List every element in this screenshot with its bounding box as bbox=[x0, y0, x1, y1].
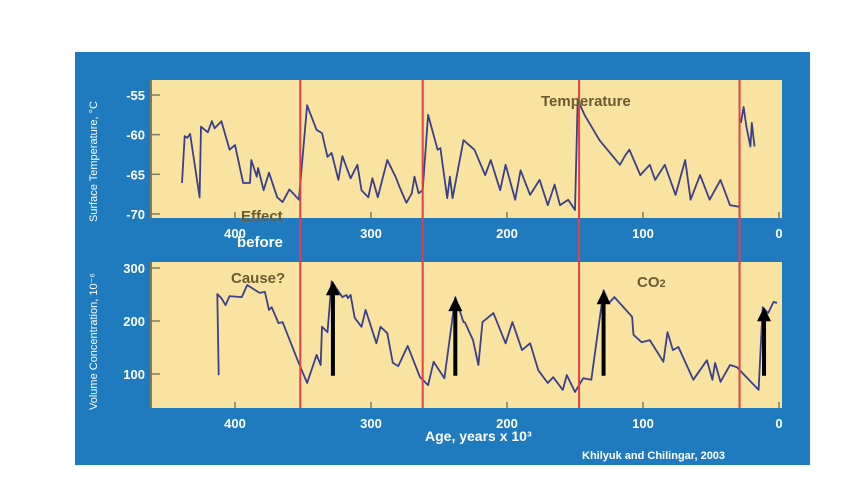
y-axis-label-co2: Volume Concentration, 10⁻⁶ bbox=[88, 273, 100, 410]
temperature-y-tick-label: -60 bbox=[126, 128, 145, 143]
co2-x-tick-label: 300 bbox=[360, 416, 382, 431]
co2-x-tick-label: 100 bbox=[632, 416, 654, 431]
temperature-annotation: Temperature bbox=[541, 93, 631, 110]
co2-x-tick-label: 0 bbox=[775, 416, 782, 431]
before-annotation: before bbox=[237, 234, 283, 251]
temperature-x-tick-label: 0 bbox=[775, 226, 782, 241]
effect-annotation: Effect bbox=[241, 208, 283, 225]
co2-chart: 300 200 100 400 300 200 100 0 bbox=[123, 261, 782, 431]
co2-series-line bbox=[216, 280, 778, 393]
temperature-y-tick-label: -55 bbox=[126, 88, 145, 103]
temperature-series-line bbox=[181, 98, 740, 211]
co2-y-tick-label: 200 bbox=[123, 314, 145, 329]
co2-x-tick-label: 200 bbox=[496, 416, 518, 431]
arrow-head-icon bbox=[448, 297, 463, 312]
divider-lines bbox=[299, 80, 741, 408]
arrow-head-icon bbox=[596, 290, 611, 305]
x-axis-label: Age, years x 10³ bbox=[425, 428, 532, 444]
co2-subscript: 2 bbox=[660, 278, 666, 290]
temperature-x-tick-label: 100 bbox=[632, 226, 654, 241]
temperature-y-tick-label: -65 bbox=[126, 167, 145, 182]
co2-annotation: CO2 bbox=[637, 274, 666, 291]
arrow-head-icon bbox=[757, 307, 772, 322]
co2-plot-area bbox=[151, 262, 782, 408]
temperature-y-tick-label: -70 bbox=[126, 207, 145, 222]
co2-x-tick-label: 400 bbox=[224, 416, 246, 431]
co2-y-tick-label: 100 bbox=[123, 367, 145, 382]
temperature-x-tick-label: 400 bbox=[224, 226, 246, 241]
temperature-chart: -55 -60 -65 -70 400 300 200 100 0 bbox=[126, 88, 782, 241]
arrow-head-icon bbox=[325, 281, 340, 296]
temperature-x-tick-label: 200 bbox=[496, 226, 518, 241]
co2-text: CO bbox=[637, 274, 660, 291]
temperature-plot-area bbox=[151, 80, 782, 218]
cause-annotation: Cause? bbox=[231, 270, 285, 287]
temperature-x-tick-label: 300 bbox=[360, 226, 382, 241]
y-axis-label-temperature: Surface Temperature, °C bbox=[88, 101, 100, 222]
credit-text: Khilyuk and Chilingar, 2003 bbox=[582, 450, 725, 462]
temperature-series-line bbox=[740, 106, 756, 148]
co2-y-tick-label: 300 bbox=[123, 261, 145, 276]
